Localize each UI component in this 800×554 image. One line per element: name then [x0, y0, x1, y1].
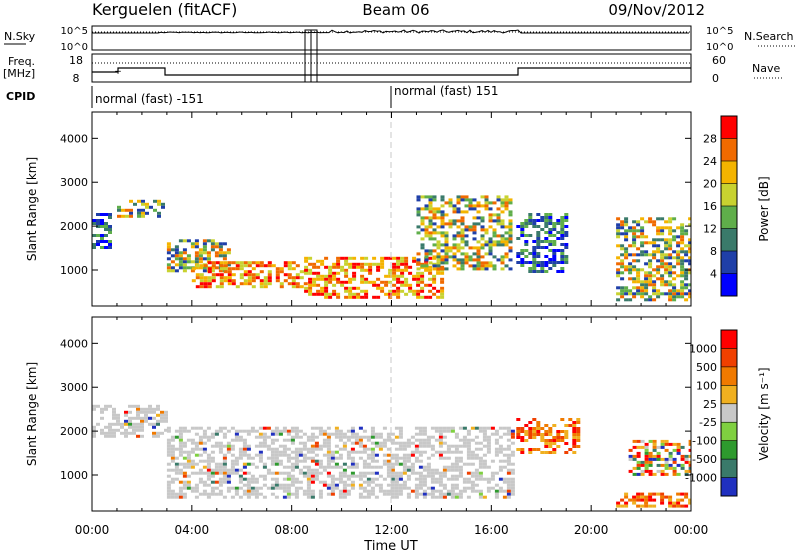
velocity-colorbar: 1000 500 100 25 -25 -100 -500 -1000 — [685, 329, 738, 497]
y-tick-label: 1000 — [60, 469, 88, 482]
colorbar-swatch — [721, 161, 737, 184]
power-colorbar-label: Power [dB] — [757, 176, 771, 241]
y-tick-label: 1000 — [60, 264, 88, 277]
x-tick-label: 08:00 — [274, 523, 309, 537]
y-tick-label: 2000 — [60, 425, 88, 438]
x-axis-label: Time UT — [363, 539, 417, 554]
colorbar-swatch — [721, 459, 737, 479]
y-tick-label: 3000 — [60, 176, 88, 189]
freq-tick-bottom: 8 — [73, 72, 80, 85]
colorbar-tick-label: 12 — [703, 223, 717, 236]
power-echo-region — [616, 217, 691, 302]
power-colorbar: 28 24 20 16 12 8 4 — [703, 115, 738, 297]
freq-label-line2: [MHz] — [3, 67, 35, 80]
colorbar-swatch — [721, 228, 737, 252]
velocity-echoes — [92, 404, 691, 508]
nsky-tick-top: 10^5 — [61, 26, 88, 37]
colorbar-tick-label: -25 — [699, 416, 717, 429]
freq-label-line1: Freq. — [8, 55, 35, 68]
velocity-echo-region — [516, 418, 581, 454]
cpid-segment-1: normal (fast) -151 — [95, 92, 204, 106]
date-title: 09/Nov/2012 — [608, 1, 705, 19]
nsearch-tick-top: 10^5 — [706, 26, 733, 37]
nsearch-tick-bottom: 10^0 — [706, 42, 733, 53]
y-tick-label: 3000 — [60, 381, 88, 394]
velocity-echo-region — [628, 439, 691, 476]
colorbar-tick-label: 8 — [710, 245, 717, 258]
power-echo-region — [304, 256, 445, 299]
colorbar-swatch — [721, 273, 737, 297]
x-tick-label: 04:00 — [175, 523, 210, 537]
velocity-panel: 1000 2000 3000 4000 Slant Range [km] 00:00 0… — [25, 316, 709, 554]
colorbar-tick-label: -1000 — [685, 472, 717, 485]
power-ylabel: Slant Range [km] — [25, 157, 39, 261]
x-tick-label: 12:00 — [374, 523, 409, 537]
colorbar-swatch — [721, 138, 737, 162]
colorbar-tick-label: -100 — [692, 435, 717, 448]
y-tick-label: 2000 — [60, 220, 88, 233]
y-tick-label: 4000 — [60, 337, 88, 350]
nsky-tick-bottom: 10^0 — [61, 42, 88, 53]
beam-title: Beam 06 — [362, 1, 429, 19]
colorbar-tick-label: 24 — [703, 155, 717, 168]
colorbar-swatch — [721, 422, 737, 442]
power-echo-region — [117, 199, 165, 218]
x-tick-label: 00:00 — [674, 523, 709, 537]
nsky-label: N.Sky — [4, 30, 36, 43]
colorbar-tick-label: 500 — [696, 361, 717, 374]
power-panel: 1000 2000 3000 4000 Slant Range [km] — [25, 111, 692, 307]
cpid-label: CPID — [6, 90, 35, 103]
power-echo-region — [416, 195, 513, 271]
velocity-colorbar-label: Velocity [m s⁻¹] — [757, 367, 771, 460]
power-echoes — [92, 195, 691, 302]
nave-tick-top: 60 — [712, 54, 726, 67]
velocity-echo-region — [166, 426, 515, 499]
freq-tick-top: 18 — [69, 54, 83, 67]
nsearch-label: N.Search — [744, 30, 794, 43]
colorbar-swatch — [721, 183, 737, 207]
power-echo-region — [516, 213, 569, 273]
y-tick-label: 4000 — [60, 132, 88, 145]
colorbar-tick-label: 28 — [703, 133, 717, 146]
colorbar-swatch — [721, 366, 737, 386]
x-tick-label: 00:00 — [75, 523, 110, 537]
colorbar-tick-label: 25 — [703, 398, 717, 411]
colorbar-tick-label: 16 — [703, 200, 717, 213]
colorbar-tick-label: 20 — [703, 178, 717, 191]
freq-marker: + — [114, 67, 122, 77]
velocity-echo-region — [92, 404, 168, 438]
velocity-echo-region — [616, 492, 691, 508]
colorbar-swatch — [721, 330, 737, 349]
colorbar-swatch — [721, 206, 737, 229]
station-title: Kerguelen (fitACF) — [92, 0, 237, 19]
colorbar-swatch — [721, 403, 737, 423]
colorbar-tick-label: 4 — [710, 268, 717, 281]
cpid-segment-2: normal (fast) 151 — [394, 84, 498, 98]
power-echo-region — [92, 213, 112, 249]
colorbar-swatch — [721, 477, 737, 497]
colorbar-tick-label: 1000 — [689, 342, 717, 355]
nave-tick-bottom: 0 — [712, 72, 719, 85]
x-tick-label: 20:00 — [574, 523, 609, 537]
colorbar-swatch — [721, 385, 737, 405]
colorbar-swatch — [721, 348, 737, 368]
nsky-trace — [92, 29, 689, 34]
nave-label: Nave — [752, 62, 780, 75]
nsky-panel — [91, 25, 692, 51]
colorbar-swatch — [721, 440, 737, 460]
colorbar-tick-label: 100 — [696, 379, 717, 392]
x-tick-label: 16:00 — [474, 523, 509, 537]
colorbar-swatch — [721, 251, 737, 274]
freq-trace — [92, 67, 691, 76]
velocity-ylabel: Slant Range [km] — [25, 362, 39, 466]
power-echo-region — [191, 261, 308, 289]
colorbar-tick-label: -500 — [692, 453, 717, 466]
colorbar-swatch — [721, 116, 737, 139]
